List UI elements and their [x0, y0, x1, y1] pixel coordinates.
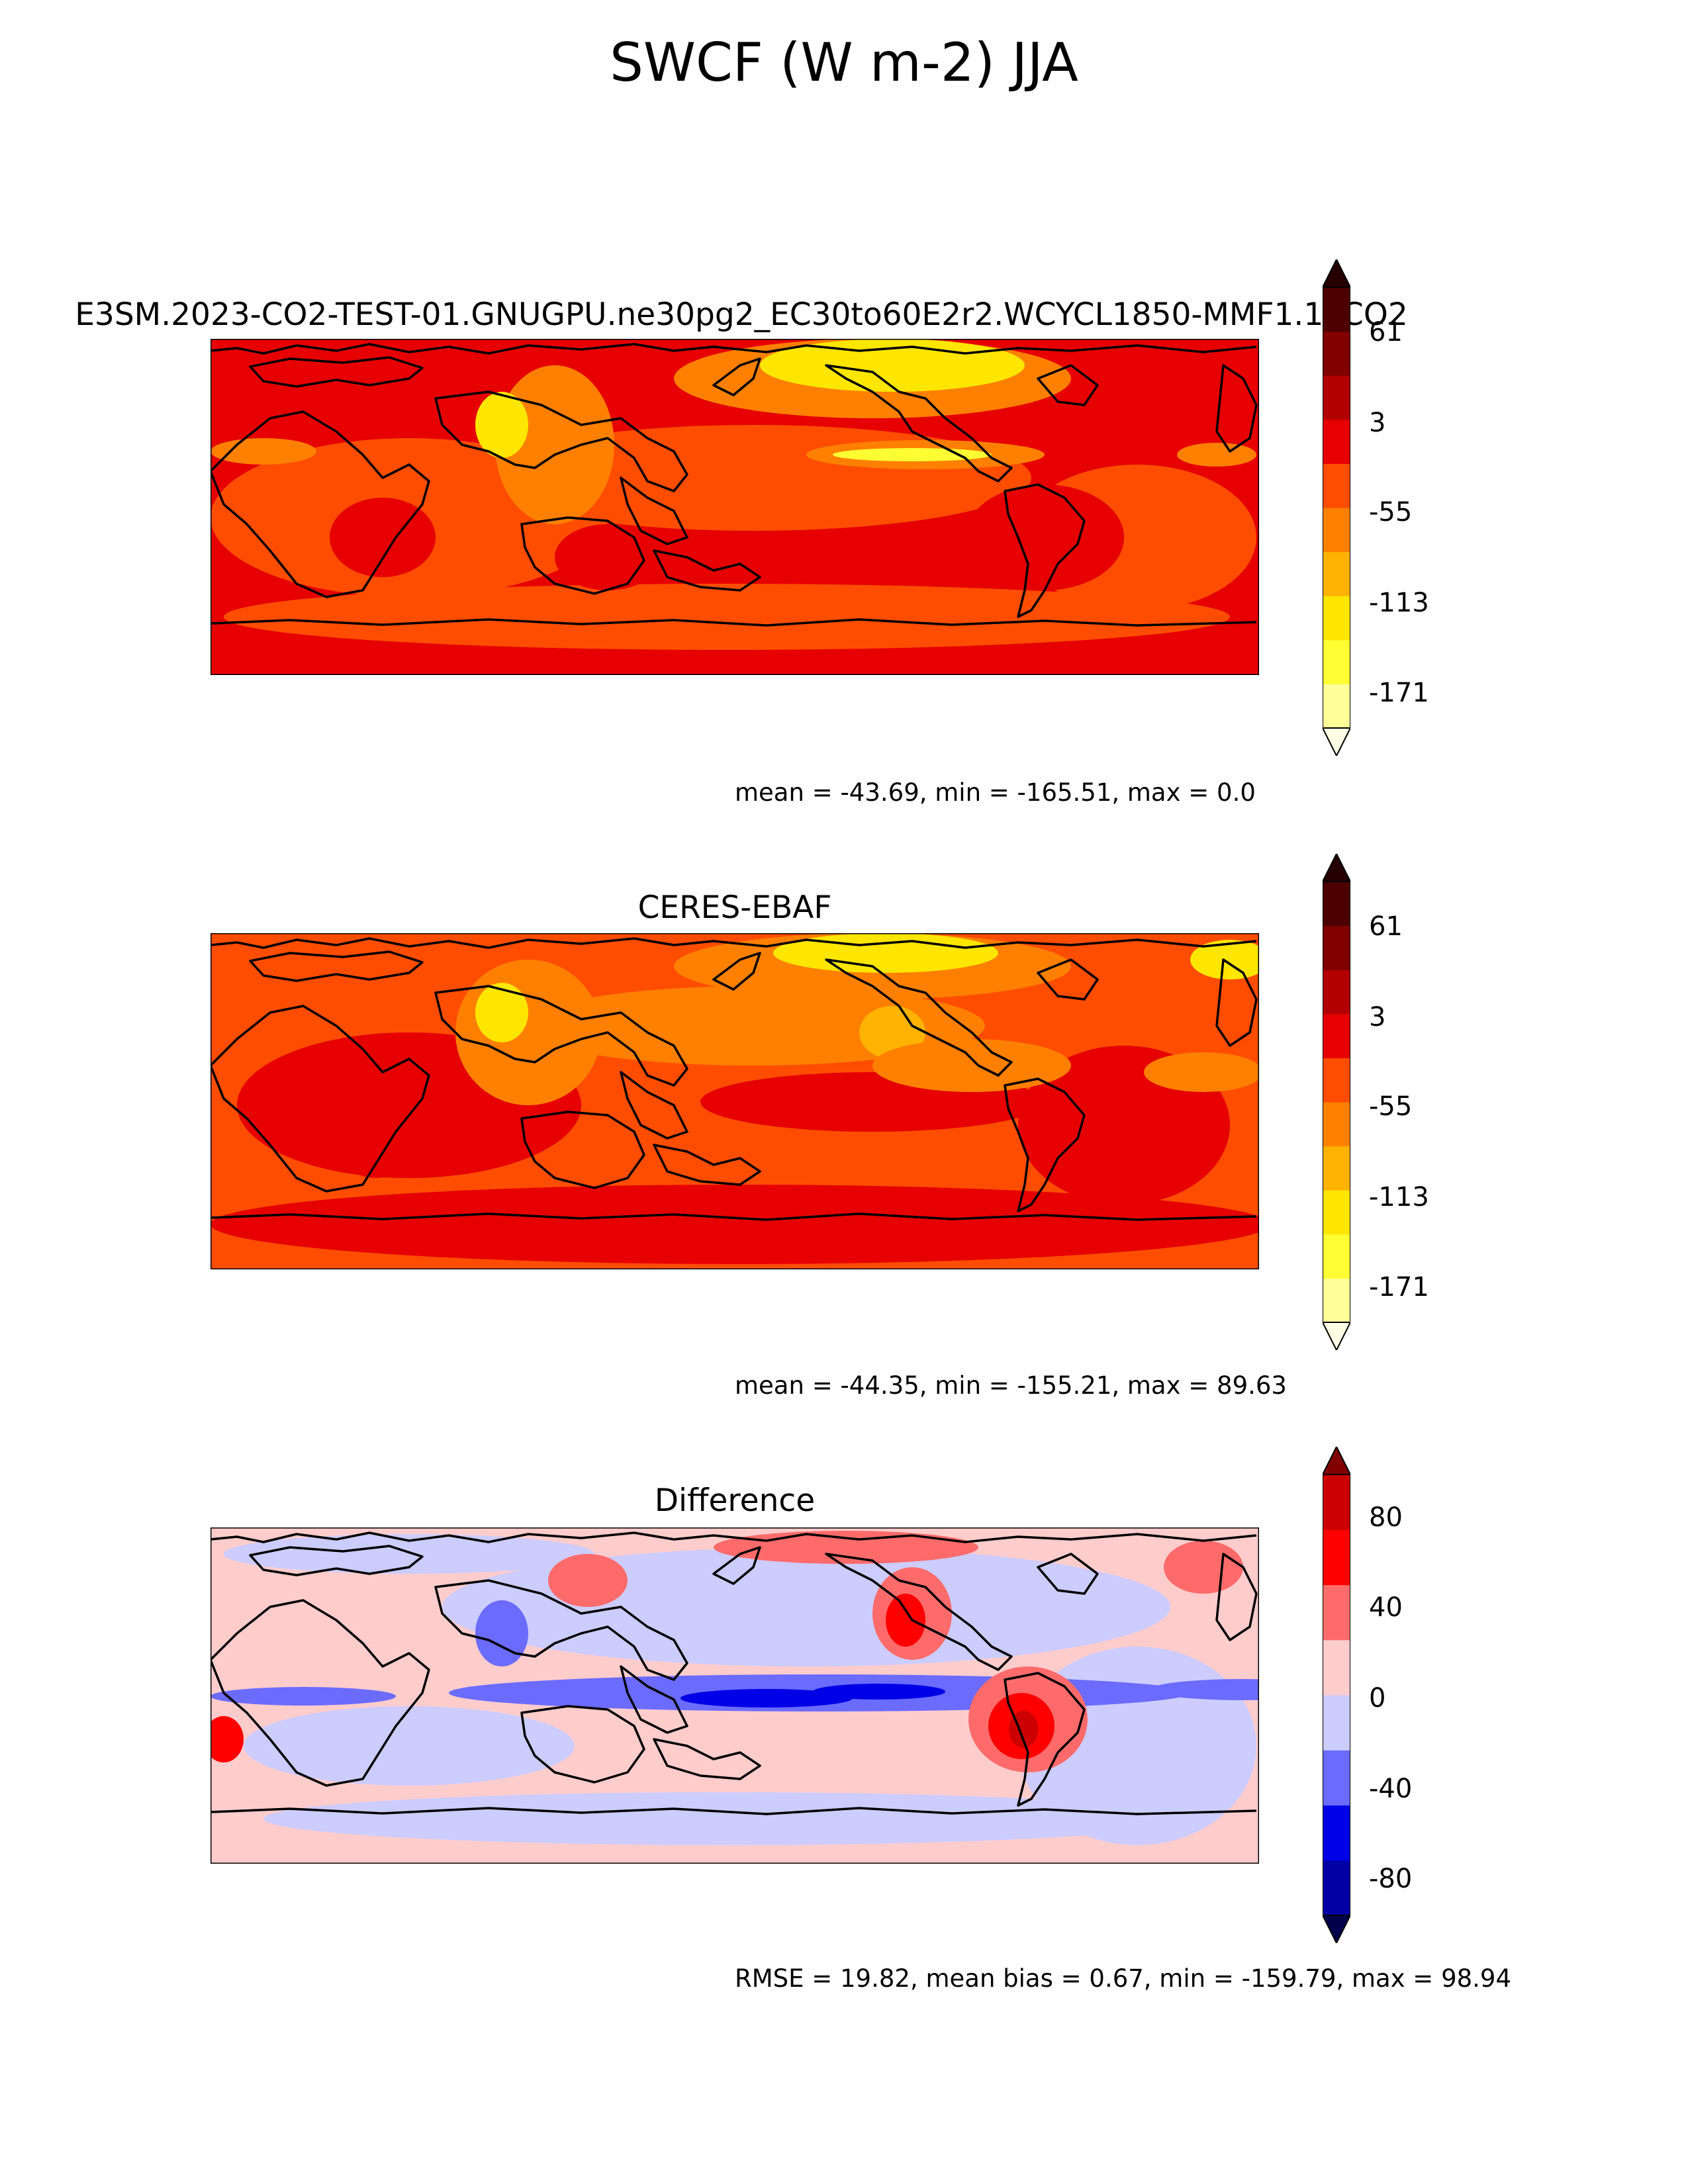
test-colorbar-tick: 3 — [1369, 408, 1386, 438]
test-colorbar-level-block — [1323, 551, 1350, 596]
difference-colorbar-tick: -40 — [1369, 1774, 1413, 1804]
difference-colorbar-level-block — [1323, 1529, 1350, 1586]
test-colorbar-level-block — [1323, 419, 1350, 464]
difference-colorbar-extend-high-arrow — [1323, 1447, 1350, 1475]
reference-colorbar-tick: 3 — [1369, 1002, 1386, 1032]
reference-colorbar-level-block — [1323, 1013, 1350, 1058]
test-map-contours — [211, 339, 1256, 650]
test-colorbar-outline — [1323, 287, 1350, 729]
test-colorbar — [1323, 259, 1350, 756]
figure-title: SWCF (W m-2) JJA — [610, 32, 1078, 93]
reference-colorbar-outline — [1323, 881, 1350, 1323]
panel-title-difference: Difference — [654, 1482, 816, 1519]
reference-colorbar-level-block — [1323, 925, 1350, 970]
reference-colorbar-extend-high-arrow — [1323, 854, 1350, 882]
test-colorbar-level-block — [1323, 463, 1350, 508]
difference-colorbar-level-block — [1323, 1750, 1350, 1806]
test-colorbar-level-block — [1323, 639, 1350, 684]
difference-colorbar-level-block — [1323, 1584, 1350, 1641]
reference-colorbar-level-block — [1323, 970, 1350, 1015]
reference-map — [211, 933, 1259, 1269]
test-colorbar-tick: -113 — [1369, 588, 1429, 618]
difference-colorbar-tick: -80 — [1369, 1864, 1413, 1894]
reference-colorbar-tick: 61 — [1369, 911, 1403, 942]
difference-colorbar-level-block — [1323, 1639, 1350, 1696]
difference-stats: RMSE = 19.82, mean bias = 0.67, min = -1… — [735, 1964, 1511, 1993]
test-colorbar-level-block — [1323, 287, 1350, 332]
difference-colorbar-level-block — [1323, 1695, 1350, 1751]
test-colorbar-level-block — [1323, 375, 1350, 420]
reference-stats: mean = -44.35, min = -155.21, max = 89.6… — [735, 1371, 1287, 1400]
difference-map-contours — [211, 1531, 1259, 1845]
reference-colorbar-tick: -55 — [1369, 1091, 1413, 1122]
difference-colorbar-extend-low-arrow — [1323, 1915, 1350, 1943]
test-colorbar-level-block — [1323, 596, 1350, 641]
difference-colorbar-tick: 0 — [1369, 1683, 1386, 1713]
test-stats: mean = -43.69, min = -165.51, max = 0.0 — [735, 778, 1256, 807]
difference-colorbar-level-block — [1323, 1475, 1350, 1530]
test-colorbar-tick: -55 — [1369, 497, 1413, 527]
test-colorbar-extend-high-arrow — [1323, 259, 1350, 288]
reference-colorbar-level-block — [1323, 1278, 1350, 1323]
difference-colorbar-tick: 80 — [1369, 1502, 1403, 1533]
reference-colorbar-level-block — [1323, 1146, 1350, 1191]
reference-colorbar-level-block — [1323, 1234, 1350, 1279]
difference-map — [211, 1527, 1259, 1864]
reference-map-contours — [211, 933, 1259, 1264]
test-colorbar-level-block — [1323, 331, 1350, 376]
difference-colorbar-level-block — [1323, 1805, 1350, 1861]
reference-colorbar-tick: -171 — [1369, 1272, 1429, 1302]
reference-colorbar-extend-low-arrow — [1323, 1322, 1350, 1350]
test-colorbar-level-block — [1323, 508, 1350, 553]
test-colorbar-tick: -171 — [1369, 678, 1429, 708]
test-colorbar-extend-low-arrow — [1323, 727, 1350, 756]
reference-colorbar-level-block — [1323, 1102, 1350, 1147]
reference-colorbar-level-block — [1323, 882, 1350, 927]
difference-colorbar-outline — [1323, 1474, 1350, 1916]
panel-title-reference: CERES-EBAF — [637, 889, 832, 926]
difference-colorbar-tick: 40 — [1369, 1592, 1403, 1623]
difference-colorbar-level-block — [1323, 1860, 1350, 1916]
reference-colorbar-level-block — [1323, 1190, 1350, 1235]
reference-colorbar-level-block — [1323, 1058, 1350, 1103]
panel-title-test: E3SM.2023-CO2-TEST-01.GNUGPU.ne30pg2_EC3… — [75, 296, 1408, 333]
reference-colorbar — [1323, 854, 1350, 1350]
test-colorbar-level-block — [1323, 684, 1350, 729]
test-colorbar-tick: 61 — [1369, 317, 1403, 347]
reference-colorbar-tick: -113 — [1369, 1182, 1429, 1212]
difference-colorbar — [1323, 1447, 1350, 1943]
test-map — [211, 339, 1259, 675]
